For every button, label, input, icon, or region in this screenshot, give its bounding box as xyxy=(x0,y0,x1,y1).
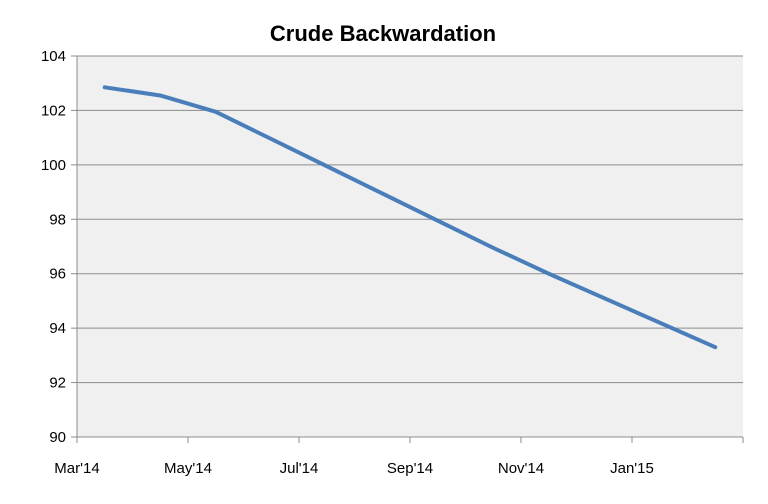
data-point xyxy=(159,94,161,96)
data-point xyxy=(326,165,328,167)
data-point xyxy=(381,192,383,194)
gridlines xyxy=(77,55,743,384)
data-point xyxy=(659,322,661,324)
data-point xyxy=(714,346,716,348)
data-point xyxy=(104,86,106,88)
data-point xyxy=(437,220,439,222)
series-group xyxy=(102,85,718,350)
y-tick-label: 94 xyxy=(49,320,66,337)
x-tick-label: Jul'14 xyxy=(280,460,319,477)
x-tick-label: Sep'14 xyxy=(387,460,433,477)
chart-title: Crude Backwardation xyxy=(270,21,496,46)
y-axis-ticks: 90 92 94 96 98 100 102 104 xyxy=(41,48,77,446)
y-tick-label: 92 xyxy=(49,375,66,392)
data-point xyxy=(270,138,272,140)
x-axis-ticks: Mar'14 May'14 Jul'14 Sep'14 Nov'14 Jan'15 xyxy=(54,437,744,477)
x-tick-label: Nov'14 xyxy=(498,460,544,477)
y-tick-label: 90 xyxy=(49,429,66,446)
y-tick-label: 98 xyxy=(49,211,66,228)
y-tick-label: 104 xyxy=(41,48,66,65)
plot-area xyxy=(77,56,743,437)
data-point xyxy=(492,247,494,249)
series-line-0 xyxy=(102,85,718,350)
y-tick-label: 96 xyxy=(49,266,66,283)
y-tick-label: 102 xyxy=(41,102,66,119)
x-tick-label: Mar'14 xyxy=(54,460,99,477)
x-tick-label: Jan'15 xyxy=(610,460,654,477)
data-point xyxy=(603,297,605,299)
y-tick-label: 100 xyxy=(41,157,66,174)
data-point xyxy=(548,273,550,275)
x-tick-label: May'14 xyxy=(164,460,212,477)
data-point xyxy=(215,111,217,113)
